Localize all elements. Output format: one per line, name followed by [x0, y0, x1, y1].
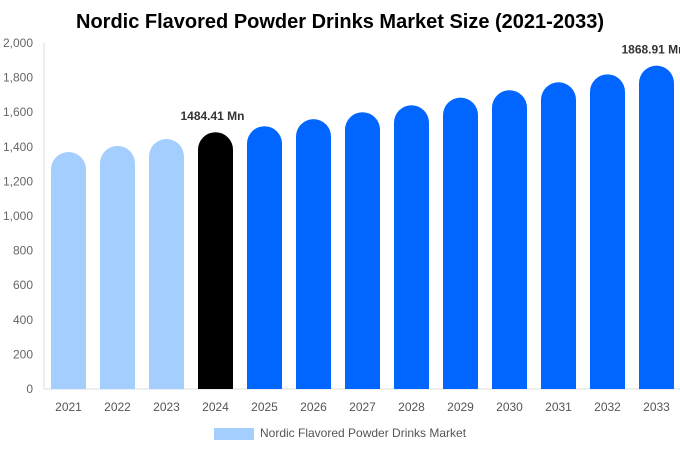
- x-tick-label: 2030: [496, 400, 523, 414]
- legend: Nordic Flavored Powder Drinks Market: [214, 426, 467, 440]
- bar-2028: [394, 105, 429, 389]
- y-tick-label: 200: [13, 347, 33, 361]
- bar-2024: [198, 132, 233, 389]
- legend-swatch: [214, 428, 254, 440]
- bar-2021: [51, 151, 86, 389]
- bar-2025: [247, 126, 282, 389]
- y-tick-label: 1,400: [3, 140, 33, 154]
- legend-label: Nordic Flavored Powder Drinks Market: [260, 426, 467, 440]
- y-tick-label: 1,600: [3, 105, 33, 119]
- bar-2032: [590, 74, 625, 389]
- bar-2033: [639, 65, 674, 389]
- chart-title: Nordic Flavored Powder Drinks Market Siz…: [76, 11, 604, 33]
- x-tick-label: 2022: [104, 400, 131, 414]
- bar-2027: [345, 112, 380, 389]
- bar-2031: [541, 82, 576, 390]
- bar-2029: [443, 97, 478, 389]
- y-tick-label: 1,000: [3, 209, 33, 223]
- y-tick-label: 1,200: [3, 174, 33, 188]
- bar-2023: [149, 139, 184, 389]
- y-tick-label: 400: [13, 313, 33, 327]
- x-tick-label: 2029: [447, 400, 474, 414]
- bar-2026: [296, 119, 331, 390]
- x-tick-label: 2028: [398, 400, 425, 414]
- x-tick-label: 2027: [349, 400, 376, 414]
- y-tick-label: 600: [13, 278, 33, 292]
- x-tick-label: 2031: [545, 400, 572, 414]
- bar-2022: [100, 145, 135, 389]
- data-label: 1484.41 Mn: [180, 109, 244, 123]
- x-tick-label: 2026: [300, 400, 327, 414]
- x-tick-label: 2024: [202, 400, 229, 414]
- x-tick-label: 2023: [153, 400, 180, 414]
- y-tick-label: 1,800: [3, 71, 33, 85]
- x-tick-label: 2033: [643, 400, 670, 414]
- data-label: 1868.91 Mn: [621, 43, 680, 57]
- x-tick-label: 2021: [55, 400, 82, 414]
- bar-2030: [492, 90, 527, 389]
- y-tick-label: 800: [13, 244, 33, 258]
- x-tick-label: 2025: [251, 400, 278, 414]
- y-tick-label: 0: [26, 382, 33, 396]
- x-tick-label: 2032: [594, 400, 621, 414]
- y-tick-label: 2,000: [3, 36, 33, 50]
